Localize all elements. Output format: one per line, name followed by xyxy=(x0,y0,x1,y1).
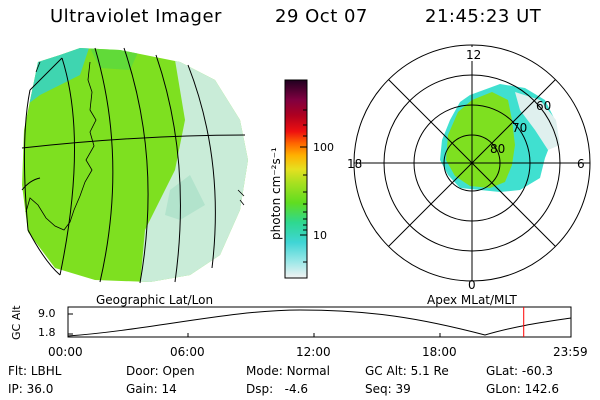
status-gain-value: 14 xyxy=(161,382,177,396)
status-dsp-value: -4.6 xyxy=(284,382,309,396)
status-flt-value: LBHL xyxy=(30,364,62,378)
time-tick-1800: 18:00 xyxy=(422,345,457,359)
status-door: Door: Open xyxy=(126,364,195,378)
geo-map-label: Geographic Lat/Lon xyxy=(96,293,214,307)
status-ip-value: 36.0 xyxy=(26,382,54,396)
alt-tick-9: 9.0 xyxy=(38,307,56,320)
time-tick-1200: 12:00 xyxy=(296,345,331,359)
status-glon-value: 142.6 xyxy=(524,382,559,396)
mlat-label-60: 60 xyxy=(536,99,551,113)
mlt-label-18: 18 xyxy=(347,157,362,171)
colorbar-unit-label: photon cm⁻²s⁻¹ xyxy=(269,147,283,240)
mlt-label-12: 12 xyxy=(466,48,481,62)
altitude-ylabel: GC Alt xyxy=(10,305,23,340)
time-tick-2359: 23:59 xyxy=(553,345,588,359)
mlt-label-6: 6 xyxy=(577,157,585,171)
mlt-label-0: 0 xyxy=(468,278,476,292)
status-dsp: Dsp: -4.6 xyxy=(246,382,309,396)
status-door-value: Open xyxy=(162,364,195,378)
status-mode-value: Normal xyxy=(286,364,330,378)
mlat-label-70: 70 xyxy=(512,121,527,135)
status-glat-value: -60.3 xyxy=(521,364,553,378)
colorbar: 100 10 photon cm⁻²s⁻¹ xyxy=(269,79,334,279)
altitude-plot xyxy=(67,306,572,338)
time-tick-0000: 00:00 xyxy=(48,345,83,359)
altitude-plot-frame xyxy=(67,306,572,338)
time-label: 21:45:23 UT xyxy=(425,6,542,27)
geo-map-emission-pale xyxy=(140,60,248,282)
alt-tick-1-8: 1.8 xyxy=(38,326,56,339)
mlat-label-80: 80 xyxy=(490,142,505,156)
polar-map: 12 18 6 0 60 70 80 xyxy=(347,44,591,292)
date-label: 29 Oct 07 xyxy=(275,6,368,27)
status-ip: IP: 36.0 xyxy=(8,382,54,396)
status-seq-value: 39 xyxy=(395,382,411,396)
status-glon: GLon: 142.6 xyxy=(486,382,559,396)
status-flt: Flt: LBHL xyxy=(8,364,62,378)
status-gc-alt: GC Alt: 5.1 Re xyxy=(365,364,449,378)
colorbar-tick-100: 100 xyxy=(313,141,334,154)
status-mode: Mode: Normal xyxy=(246,364,330,378)
geo-map xyxy=(21,47,248,284)
altitude-curve xyxy=(67,309,572,337)
time-tick-0600: 06:00 xyxy=(170,345,205,359)
status-gc-alt-value: 5.1 Re xyxy=(410,364,449,378)
status-gain: Gain: 14 xyxy=(126,382,177,396)
status-glat: GLat: -60.3 xyxy=(486,364,553,378)
instrument-title: Ultraviolet Imager xyxy=(50,6,222,27)
status-seq: Seq: 39 xyxy=(365,382,411,396)
polar-emission-green xyxy=(446,92,515,188)
polar-map-label: Apex MLat/MLT xyxy=(427,293,517,307)
colorbar-tick-10: 10 xyxy=(313,229,327,242)
